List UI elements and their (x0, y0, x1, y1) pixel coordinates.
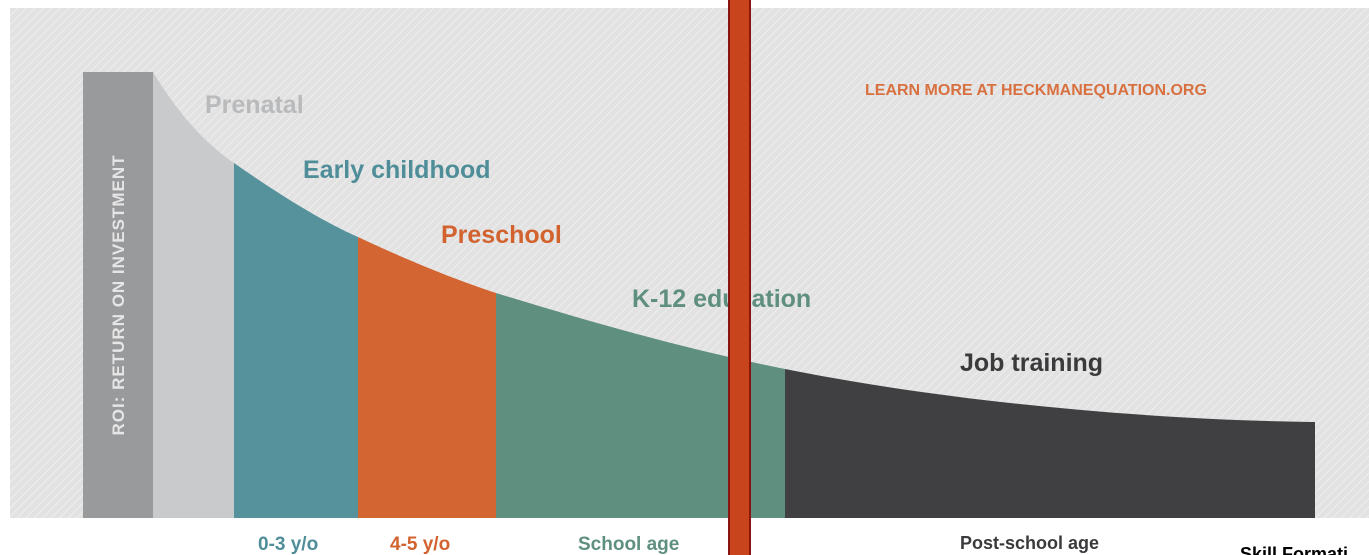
stage-label: Prenatal (205, 91, 304, 119)
stage-label: Early childhood (303, 156, 491, 184)
age-label: 4-5 y/o (390, 534, 450, 555)
age-label: Post-school age (960, 533, 1099, 553)
footer-text: Skill Formati (1240, 544, 1348, 555)
divider-bar (728, 0, 751, 555)
axis-label: ROI: RETURN ON INVESTMENT (109, 155, 128, 436)
link-text: LEARN MORE AT HECKMANEQUATION.ORG (865, 82, 1207, 99)
roi-axis-bar (83, 72, 153, 518)
age-label: School age (578, 534, 679, 555)
stage-label: Job training (960, 349, 1103, 377)
stage-label: K-12 education (632, 285, 811, 313)
age-label: 0-3 y/o (258, 534, 318, 555)
stage-label: Preschool (441, 221, 562, 249)
